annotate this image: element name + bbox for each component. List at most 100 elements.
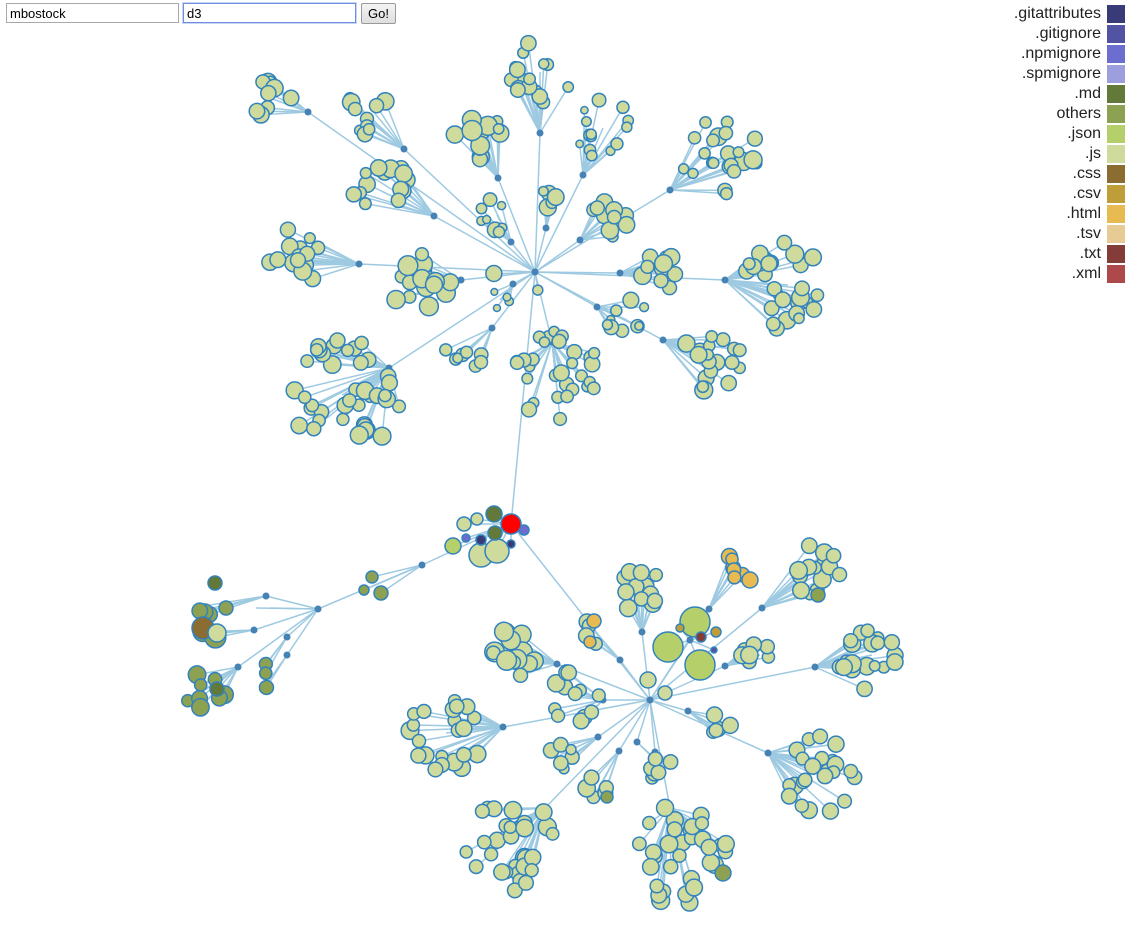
file-node[interactable] bbox=[653, 253, 674, 274]
file-node[interactable] bbox=[560, 664, 578, 682]
file-node[interactable] bbox=[677, 334, 696, 353]
file-node[interactable] bbox=[191, 602, 209, 620]
file-node[interactable] bbox=[718, 125, 734, 141]
repo-input[interactable] bbox=[183, 3, 356, 23]
file-node[interactable] bbox=[485, 505, 503, 523]
file-node[interactable] bbox=[641, 815, 657, 831]
file-node[interactable] bbox=[490, 287, 499, 297]
file-node[interactable] bbox=[503, 800, 523, 820]
directory-node[interactable] bbox=[418, 561, 426, 569]
file-node[interactable] bbox=[487, 525, 503, 541]
file-node[interactable] bbox=[633, 591, 650, 607]
file-node[interactable] bbox=[700, 838, 718, 856]
file-node[interactable] bbox=[794, 280, 811, 297]
file-node[interactable] bbox=[269, 251, 287, 269]
file-node[interactable] bbox=[485, 264, 503, 283]
file-node[interactable] bbox=[551, 333, 567, 350]
file-node[interactable] bbox=[218, 600, 234, 616]
file-node[interactable] bbox=[406, 718, 421, 732]
file-node[interactable] bbox=[492, 122, 505, 135]
file-node[interactable] bbox=[632, 564, 650, 582]
file-node[interactable] bbox=[517, 874, 535, 891]
file-node[interactable] bbox=[638, 301, 650, 313]
file-node[interactable] bbox=[565, 743, 577, 756]
file-node[interactable] bbox=[742, 257, 756, 271]
file-node[interactable] bbox=[759, 638, 776, 655]
file-node[interactable] bbox=[488, 831, 506, 849]
directory-node[interactable] bbox=[659, 336, 667, 344]
file-node[interactable] bbox=[461, 119, 483, 142]
directory-node[interactable] bbox=[536, 129, 544, 137]
user-input[interactable] bbox=[6, 3, 179, 23]
file-node[interactable] bbox=[258, 679, 275, 696]
file-node[interactable] bbox=[805, 300, 823, 318]
file-node[interactable] bbox=[780, 787, 798, 805]
file-node[interactable] bbox=[652, 631, 684, 663]
file-node[interactable] bbox=[347, 101, 363, 117]
file-node[interactable] bbox=[662, 858, 679, 875]
file-node[interactable] bbox=[760, 254, 778, 273]
file-node[interactable] bbox=[444, 537, 462, 555]
file-node[interactable] bbox=[699, 116, 712, 129]
directory-node[interactable] bbox=[594, 733, 602, 741]
file-node[interactable] bbox=[481, 214, 492, 225]
file-node[interactable] bbox=[803, 248, 823, 267]
directory-node[interactable] bbox=[764, 749, 772, 757]
file-node[interactable] bbox=[791, 581, 811, 600]
file-node[interactable] bbox=[411, 733, 427, 749]
file-node[interactable] bbox=[706, 133, 721, 148]
file-node[interactable] bbox=[657, 685, 673, 701]
file-node[interactable] bbox=[459, 345, 474, 360]
file-node[interactable] bbox=[452, 352, 464, 364]
file-node[interactable] bbox=[868, 659, 881, 672]
directory-node[interactable] bbox=[686, 636, 694, 644]
file-node[interactable] bbox=[340, 343, 355, 358]
file-node[interactable] bbox=[591, 688, 606, 703]
directory-node[interactable] bbox=[507, 238, 515, 246]
file-node[interactable] bbox=[646, 592, 664, 610]
file-node[interactable] bbox=[585, 128, 598, 141]
file-node[interactable] bbox=[741, 571, 759, 589]
file-node[interactable] bbox=[885, 653, 904, 671]
directory-node[interactable] bbox=[638, 628, 646, 636]
file-node[interactable] bbox=[715, 332, 731, 348]
file-node[interactable] bbox=[342, 393, 357, 408]
file-node[interactable] bbox=[306, 420, 322, 437]
file-node[interactable] bbox=[512, 667, 529, 684]
directory-node[interactable] bbox=[758, 604, 766, 612]
file-node[interactable] bbox=[810, 288, 825, 303]
file-node[interactable] bbox=[687, 130, 702, 145]
directory-node[interactable] bbox=[509, 280, 517, 288]
file-node[interactable] bbox=[843, 632, 859, 649]
file-node[interactable] bbox=[565, 357, 579, 370]
file-node[interactable] bbox=[470, 512, 484, 526]
file-node[interactable] bbox=[662, 753, 679, 770]
file-node[interactable] bbox=[765, 316, 781, 332]
directory-node[interactable] bbox=[616, 269, 624, 277]
file-node[interactable] bbox=[410, 747, 427, 764]
file-node[interactable] bbox=[475, 202, 488, 215]
file-node[interactable] bbox=[792, 312, 805, 325]
file-node[interactable] bbox=[739, 645, 759, 665]
file-node[interactable] bbox=[587, 346, 601, 360]
file-node[interactable] bbox=[509, 355, 525, 371]
directory-node[interactable] bbox=[576, 236, 584, 244]
file-node[interactable] bbox=[359, 166, 372, 180]
file-node[interactable] bbox=[279, 221, 297, 238]
file-node[interactable] bbox=[456, 516, 472, 532]
directory-node[interactable] bbox=[593, 303, 601, 311]
file-node[interactable] bbox=[521, 372, 534, 385]
file-node[interactable] bbox=[506, 882, 523, 899]
file-node[interactable] bbox=[519, 34, 537, 52]
file-node[interactable] bbox=[800, 537, 818, 555]
file-node[interactable] bbox=[473, 354, 489, 370]
file-node[interactable] bbox=[724, 354, 740, 371]
file-node[interactable] bbox=[716, 834, 735, 854]
directory-node[interactable] bbox=[430, 212, 438, 220]
file-node[interactable] bbox=[600, 790, 614, 804]
file-node[interactable] bbox=[445, 125, 465, 144]
file-node[interactable] bbox=[492, 225, 506, 239]
file-node[interactable] bbox=[774, 291, 792, 309]
file-node[interactable] bbox=[455, 746, 472, 763]
file-node[interactable] bbox=[523, 848, 542, 867]
